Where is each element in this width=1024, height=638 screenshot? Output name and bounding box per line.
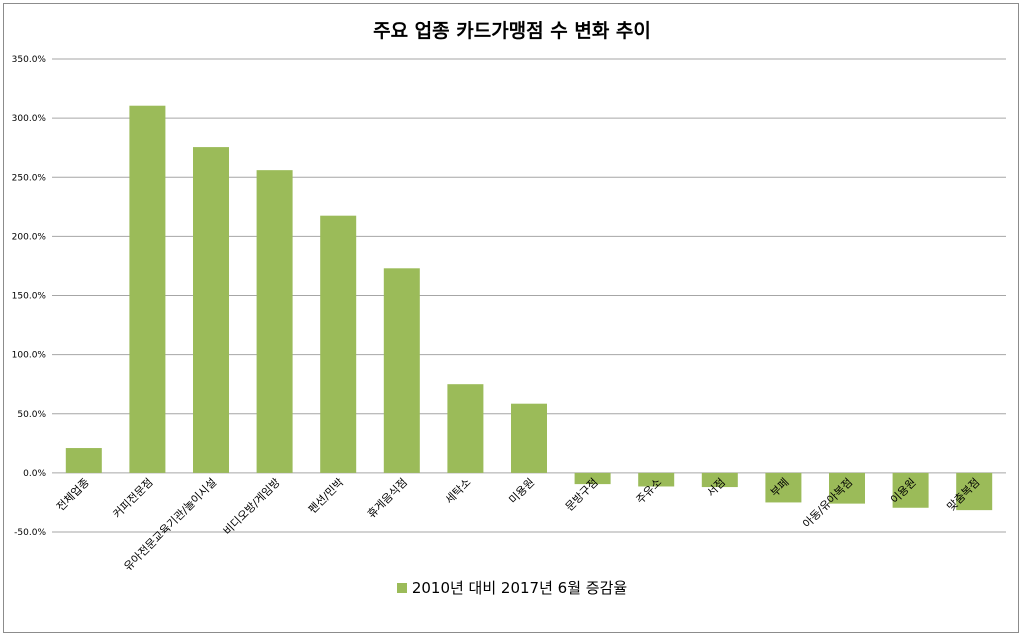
bar [447,384,484,473]
y-tick-label: 200.0% [12,232,47,242]
bar [193,147,229,473]
y-tick-label: 0.0% [23,469,46,479]
y-tick-label: 300.0% [12,114,47,124]
chart-title: 주요 업종 카드가맹점 수 변화 추이 [373,20,651,42]
x-tick-label: 펜션/민박 [306,476,346,516]
x-tick-label: 휴게음식점 [365,476,410,521]
bar [765,472,802,503]
bar [892,472,929,508]
bar [638,472,675,487]
legend: 2010년 대비 2017년 6월 증감율 [0,577,1024,598]
bar [65,448,102,473]
y-tick-label: 250.0% [12,173,47,183]
bar [956,472,993,511]
bar [256,170,293,473]
y-tick-label: -50.0% [14,528,46,538]
y-tick-label: 350.0% [12,55,47,65]
legend-swatch [396,583,407,593]
x-tick-label: 전체업종 [54,476,92,514]
x-tick-label: 미용원 [506,476,537,507]
bar [829,472,865,504]
x-tick-label: 비디오방/게임방 [221,476,283,538]
y-tick-label: 50.0% [17,410,46,420]
bar [129,105,166,473]
chart-frame [3,3,1019,633]
x-tick-label: 커피전문점 [111,476,156,521]
bar [574,472,611,485]
y-tick-label: 150.0% [12,292,47,302]
legend-label: 2010년 대비 2017년 6월 증감율 [411,579,628,597]
bar [511,403,547,473]
bar [383,268,420,473]
x-tick-label: 세탁소 [443,476,474,507]
y-tick-label: 100.0% [12,351,47,361]
bar [320,215,357,473]
bar [701,472,738,488]
